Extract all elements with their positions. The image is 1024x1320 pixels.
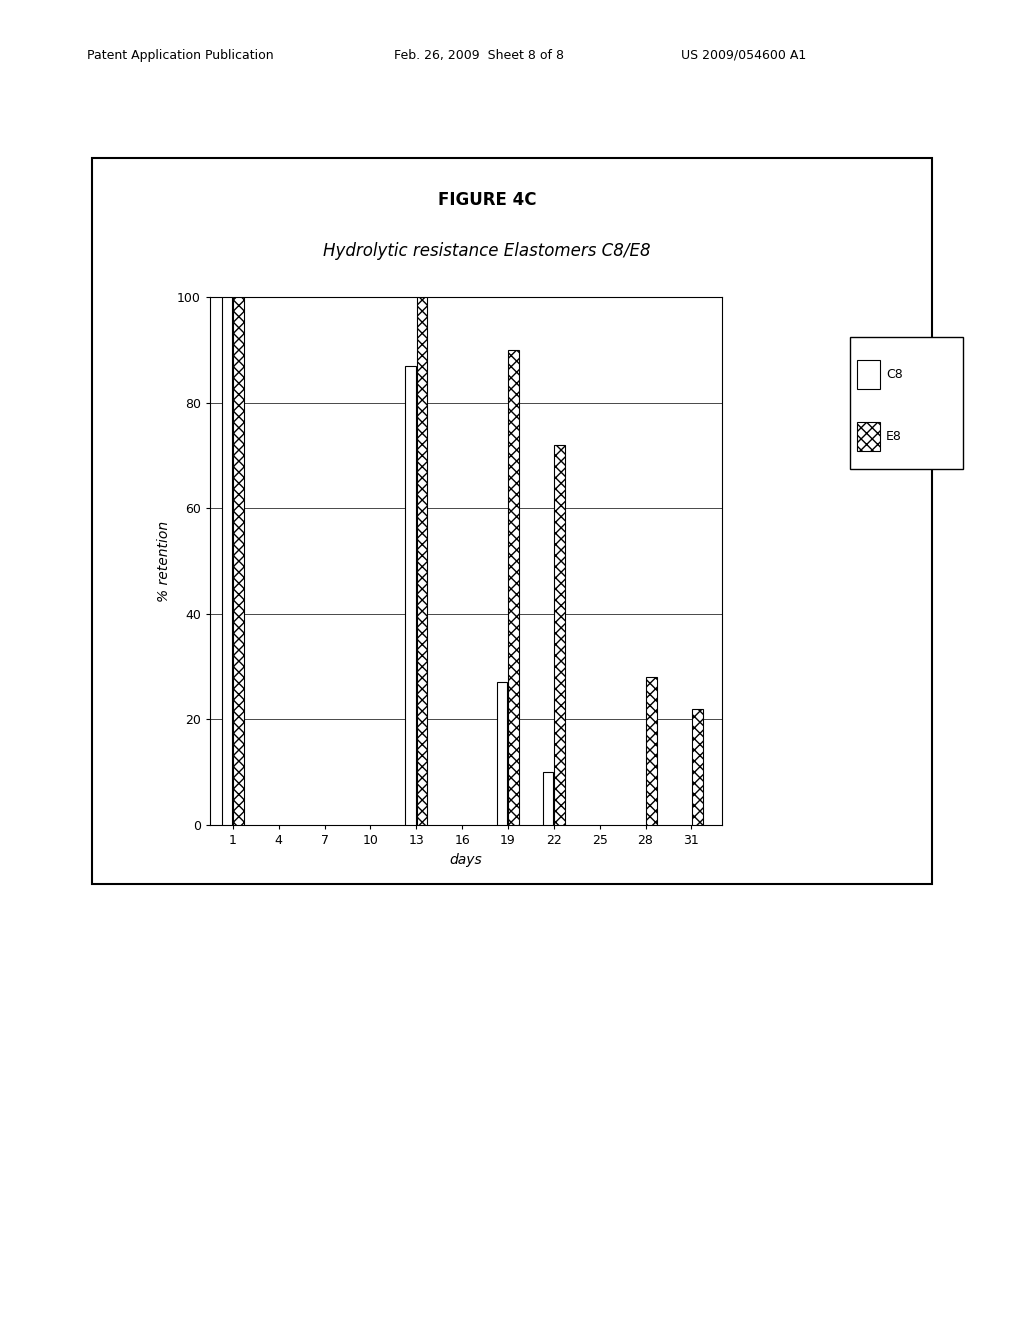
- Text: C8: C8: [886, 368, 902, 381]
- FancyBboxPatch shape: [857, 422, 880, 451]
- Bar: [233, 297, 244, 825]
- Bar: [543, 772, 553, 825]
- Bar: [692, 709, 702, 825]
- Text: E8: E8: [886, 430, 902, 444]
- FancyBboxPatch shape: [857, 360, 880, 389]
- Y-axis label: % retention: % retention: [158, 520, 171, 602]
- FancyBboxPatch shape: [850, 337, 963, 469]
- Text: US 2009/054600 A1: US 2009/054600 A1: [681, 49, 806, 62]
- Bar: [221, 297, 232, 825]
- X-axis label: days: days: [450, 853, 482, 867]
- Text: Hydrolytic resistance Elastomers C8/E8: Hydrolytic resistance Elastomers C8/E8: [323, 242, 650, 260]
- FancyBboxPatch shape: [92, 158, 932, 884]
- Bar: [646, 677, 656, 825]
- Text: FIGURE 4C: FIGURE 4C: [437, 191, 536, 210]
- Bar: [509, 350, 519, 825]
- Text: Feb. 26, 2009  Sheet 8 of 8: Feb. 26, 2009 Sheet 8 of 8: [394, 49, 564, 62]
- Bar: [406, 366, 416, 825]
- Bar: [417, 297, 427, 825]
- Text: Patent Application Publication: Patent Application Publication: [87, 49, 273, 62]
- Bar: [497, 682, 508, 825]
- Bar: [554, 445, 565, 825]
